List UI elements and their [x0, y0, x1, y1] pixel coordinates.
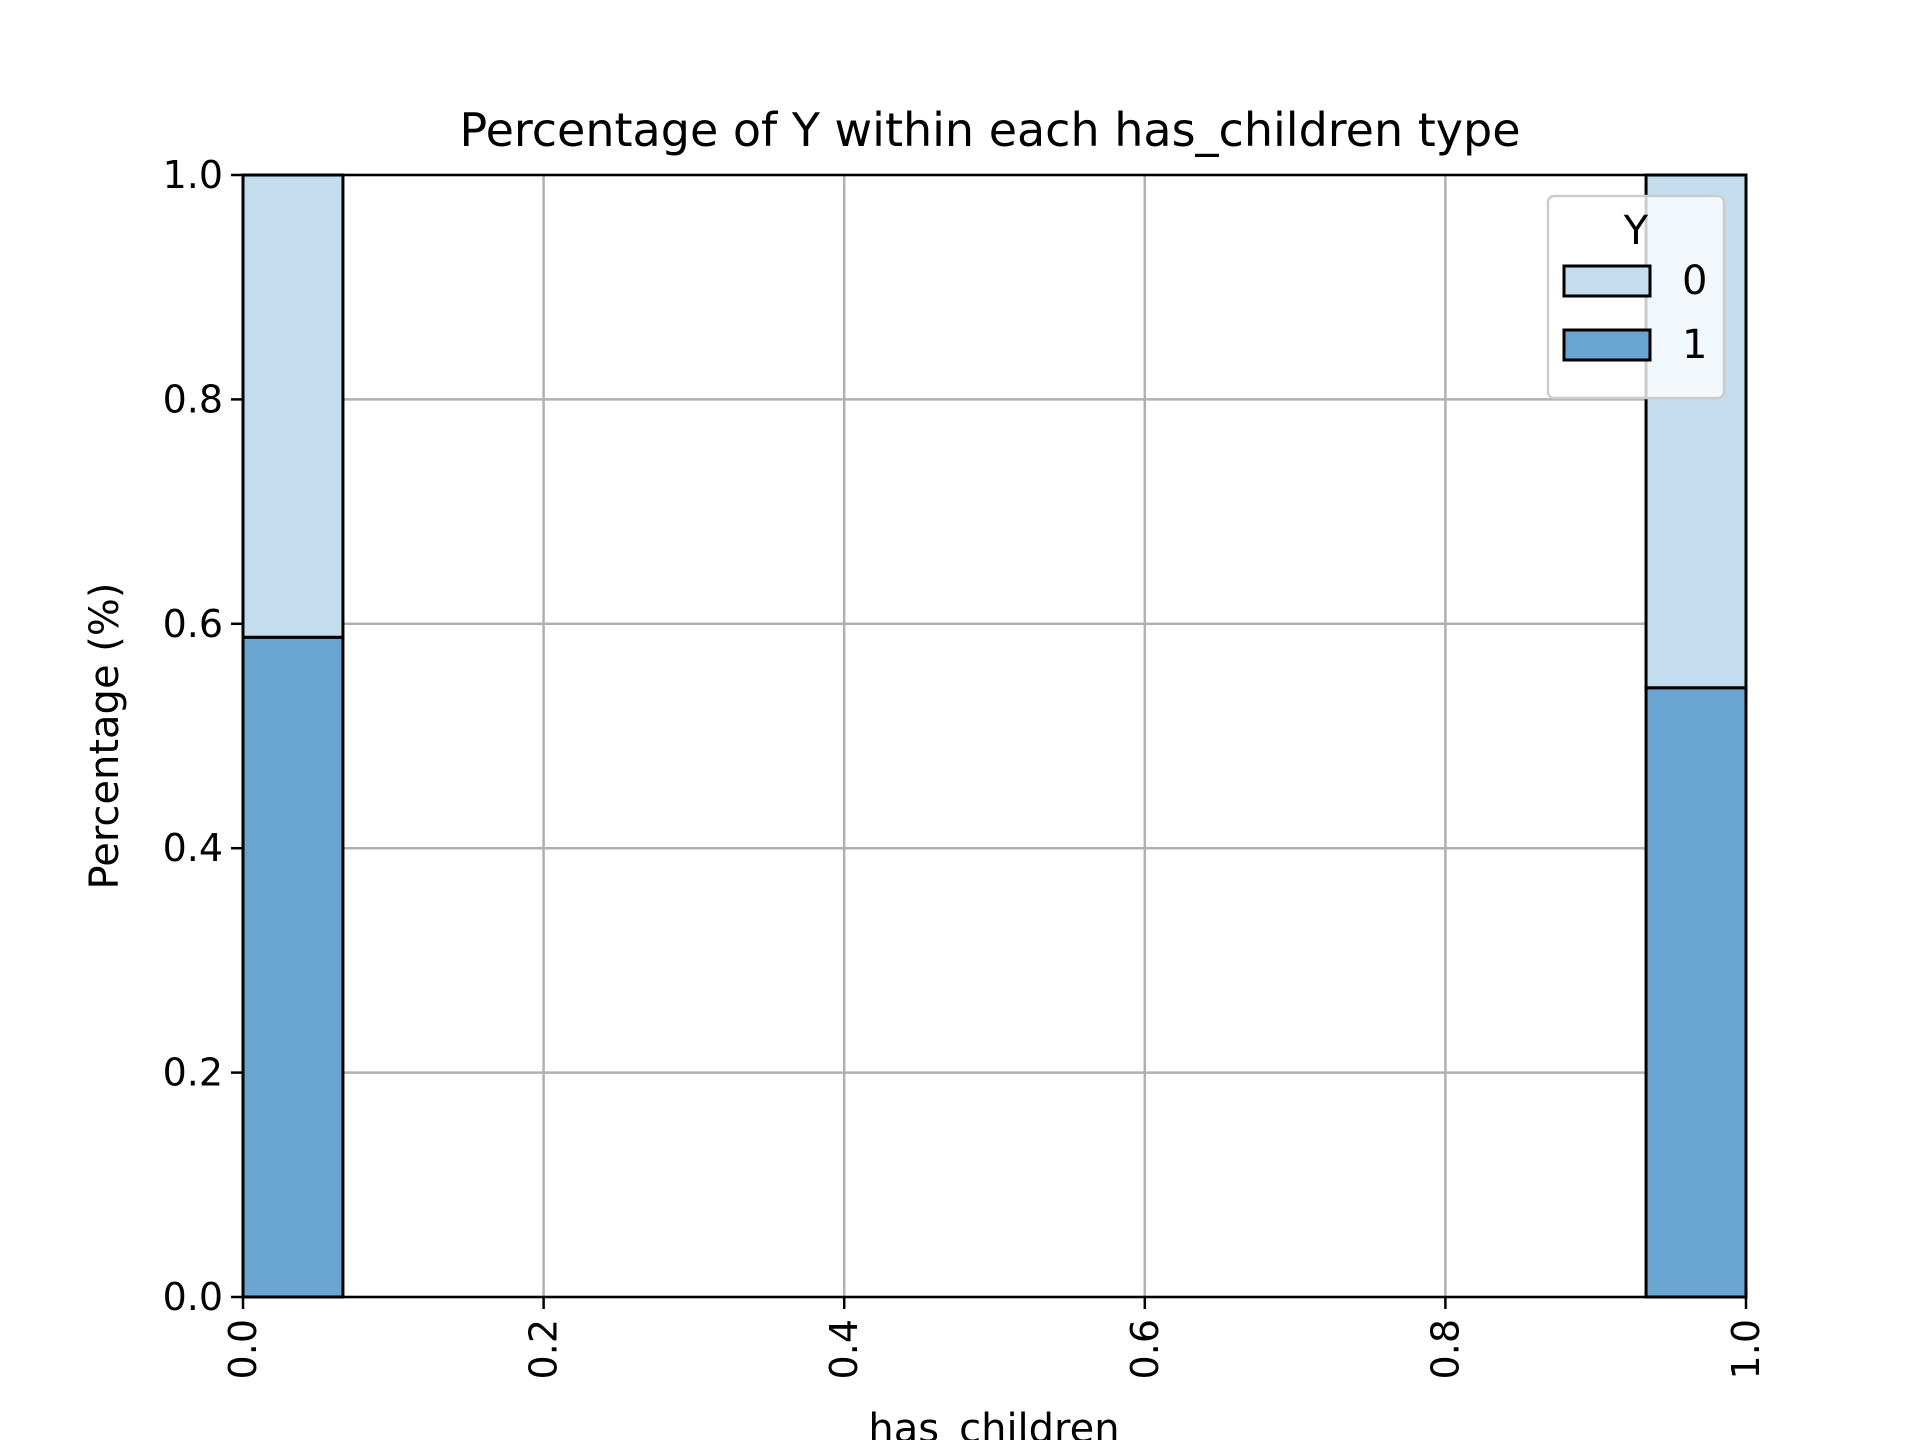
legend-swatch-0: [1562, 264, 1652, 298]
legend-title: Y: [1623, 208, 1649, 254]
legend: Y 01: [1546, 194, 1726, 400]
x-tick-label: 0.2: [522, 1319, 566, 1379]
y-tick-label: 1.0: [163, 153, 223, 197]
bar-has_children-1-Y-1: [1644, 686, 1748, 1299]
y-tick-label: 0.4: [163, 826, 223, 870]
legend-label-1: 1: [1682, 322, 1707, 368]
bar-has_children-0-Y-0: [241, 173, 345, 639]
x-tick-label: 0.8: [1423, 1319, 1467, 1379]
y-tick-label: 0.2: [163, 1051, 223, 1095]
y-tick-label: 0.8: [163, 377, 223, 421]
x-tick-label: 0.6: [1123, 1319, 1167, 1379]
x-tick-label: 0.0: [221, 1319, 265, 1379]
x-tick-label: 1.0: [1724, 1319, 1768, 1379]
ticks-layer: 0.0 0.2 0.4 0.6 0.8 1.0 0.0 0.2 0.4 0.6 0.8 1.0: [163, 153, 1768, 1379]
legend-swatch-1: [1562, 328, 1652, 362]
legend-label-0: 0: [1682, 258, 1707, 304]
x-tick-label: 0.4: [822, 1319, 866, 1379]
legend-entries: 01: [1562, 258, 1707, 368]
bars-layer: [241, 173, 1748, 1299]
plot-frame: [241, 173, 1748, 1299]
y-tick-label: 0.0: [163, 1275, 223, 1319]
chart-title: Percentage of Y within each has_children…: [459, 103, 1520, 157]
y-axis-label: Percentage (%): [82, 583, 128, 890]
x-axis-label: has_children: [868, 1406, 1119, 1440]
bar-has_children-0-Y-1: [241, 635, 345, 1299]
grid-layer: [241, 173, 1748, 1299]
y-tick-label: 0.6: [163, 602, 223, 646]
